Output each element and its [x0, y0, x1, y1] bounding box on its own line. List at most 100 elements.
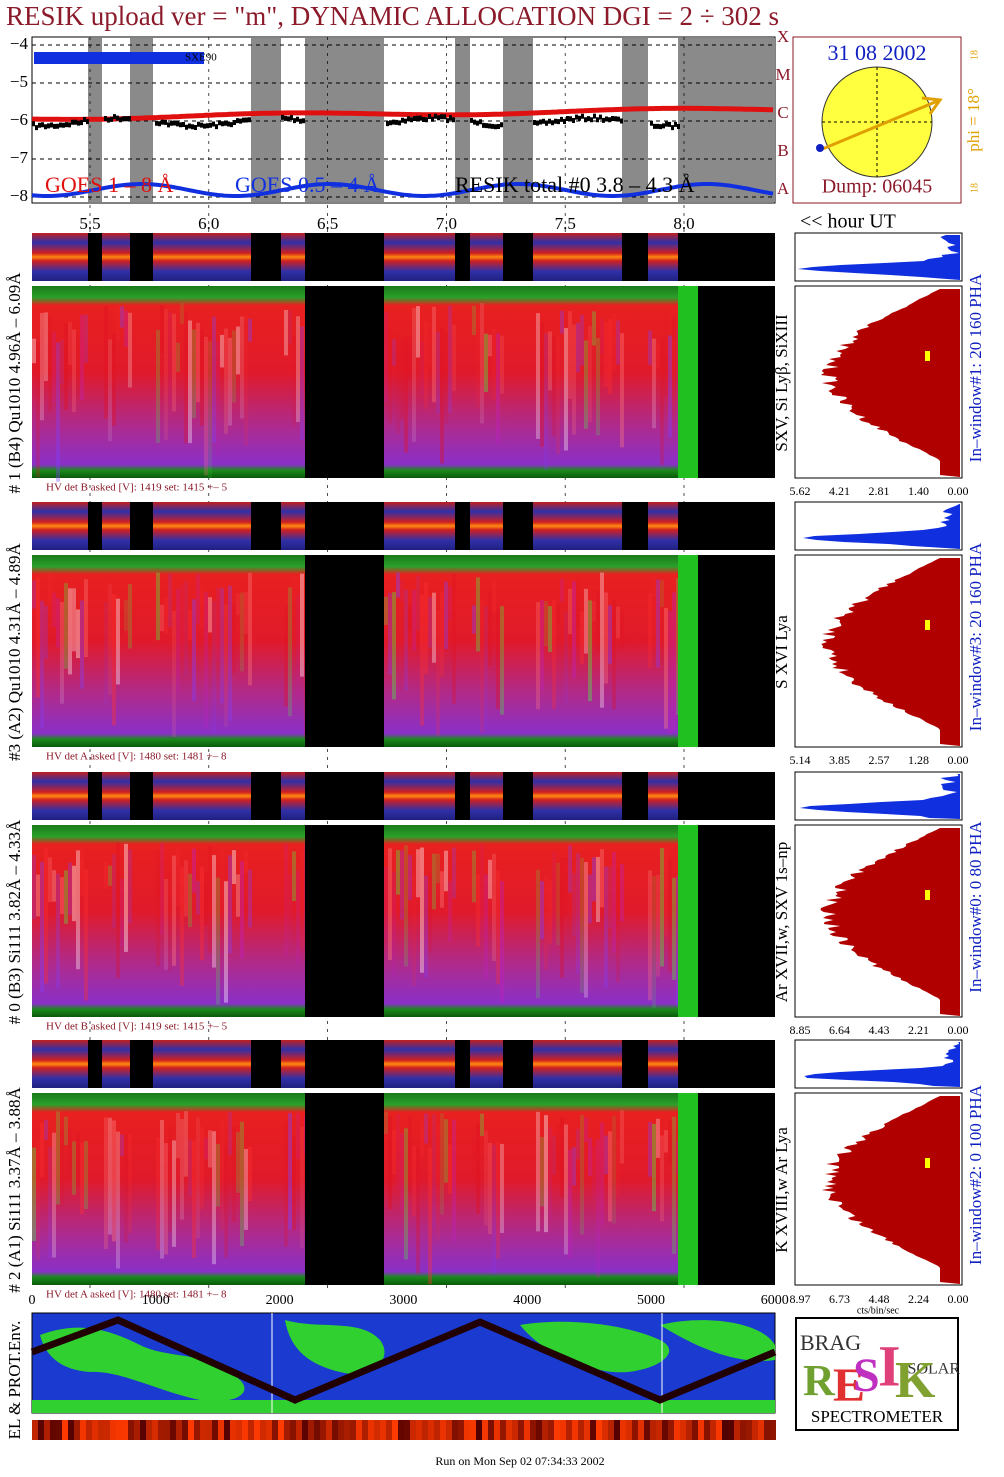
spectrum-stripe	[572, 1147, 576, 1186]
spectrum-stripe	[592, 1146, 596, 1200]
spectrum-stripe	[32, 580, 36, 609]
strip-cell	[422, 1420, 428, 1440]
spectrum-stripe	[212, 1131, 216, 1265]
strip-cell	[80, 1420, 86, 1440]
spectrum-stripe	[84, 869, 88, 1001]
strip-cell	[512, 1420, 518, 1440]
rate-band	[32, 1040, 775, 1088]
spectrum-stripe	[664, 847, 668, 937]
spectrum-stripe	[480, 598, 484, 733]
spectrum-stripe	[112, 594, 116, 726]
spectrum-stripe	[440, 327, 444, 464]
spectrum-stripe	[588, 874, 592, 924]
marker-bar	[34, 52, 204, 64]
rate-band	[32, 233, 775, 281]
resik-curve	[32, 113, 680, 131]
marker-label: SXE90	[185, 52, 217, 64]
spectrum-histogram	[820, 828, 960, 1016]
spectrum-stripe	[232, 605, 236, 674]
spectrum-stripe	[116, 1131, 120, 1269]
spectrum-stripe	[556, 1124, 560, 1171]
strip-cell	[320, 1420, 326, 1440]
spectrum-stripe	[424, 321, 428, 409]
spectrum-stripe	[436, 610, 440, 736]
spectrum-stripe	[668, 860, 672, 973]
spectrum-stripe	[56, 342, 60, 482]
spectrum-stripe	[568, 845, 572, 893]
strip-cell	[758, 1420, 764, 1440]
data-gap	[622, 772, 648, 820]
spectrum-stripe	[544, 875, 548, 971]
spectrum-stripe	[416, 1148, 420, 1274]
class-label: B	[777, 141, 788, 160]
spectrum-stripe	[168, 573, 172, 627]
spectrum-stripe	[600, 849, 604, 908]
arrow-head	[921, 96, 943, 115]
spectrum-stripe	[76, 333, 80, 397]
spectrum-stripe	[404, 337, 408, 453]
spectrum-stripe	[596, 1139, 600, 1278]
hist-tick-label: 4.48	[869, 1292, 890, 1306]
spectrum-stripe	[40, 312, 44, 421]
logo-letter: I	[878, 1333, 901, 1398]
spectrum-stripe	[56, 1111, 60, 1205]
strip-cell	[518, 1420, 524, 1440]
hist-tick-label: 2.24	[908, 1292, 929, 1306]
spectrum-stripe	[572, 873, 576, 936]
strip-cell	[128, 1420, 134, 1440]
spectrum-stripe	[84, 579, 88, 658]
spectrum-stripe	[668, 335, 672, 438]
data-gap	[622, 1040, 648, 1088]
dump-label: Dump: 06045	[822, 176, 933, 198]
spectrum-stripe	[200, 1126, 204, 1209]
data-gap	[305, 555, 384, 747]
strip-cell	[338, 1420, 344, 1440]
data-gap	[88, 233, 102, 281]
spectrum-stripe	[292, 1136, 296, 1230]
spectrum-stripe	[608, 319, 612, 395]
strip-cell	[524, 1420, 530, 1440]
logo-text: SPECTROMETER	[811, 1407, 944, 1426]
spectrum-stripe	[208, 341, 212, 479]
logo-letter: K	[895, 1352, 936, 1409]
window-label: In–window#3: 20 160 PHA	[966, 542, 985, 731]
spectrum-stripe	[580, 1114, 584, 1235]
spectrum-stripe	[540, 880, 544, 940]
strip-cell	[122, 1420, 128, 1440]
strip-cell	[104, 1420, 110, 1440]
spectrum-stripe	[428, 596, 432, 648]
spectrum-stripe	[552, 600, 556, 709]
spectrum-stripe	[52, 870, 56, 902]
spectrum-stripe	[200, 585, 204, 630]
spectrum-stripe	[200, 329, 204, 426]
hist-tick-label: 5.14	[790, 753, 811, 767]
spectrum-stripe	[240, 592, 244, 672]
spectrum-stripe	[40, 861, 44, 993]
hist-tick-label: 3.85	[829, 753, 850, 767]
x-tick-label: 7.5	[555, 214, 576, 233]
spectrum-stripe	[536, 869, 540, 999]
spectrum-stripe	[228, 1112, 232, 1156]
logo-letter: E	[833, 1359, 865, 1412]
spectrum-stripe	[216, 341, 220, 456]
spectrum-stripe	[476, 311, 480, 408]
spectrum-stripe	[52, 592, 56, 627]
spectrum-stripe	[128, 312, 132, 388]
spectrum-stripe	[216, 587, 220, 661]
spectrum-stripe	[384, 311, 388, 402]
data-gap	[305, 772, 384, 820]
strip-cell	[230, 1420, 236, 1440]
spectrum-stripe	[408, 605, 412, 631]
spectrum-stripe	[424, 1113, 428, 1144]
spectrum-stripe	[664, 312, 668, 397]
detector-panel: HV det B asked [V]: 1419 set: 1415 +– 5 #…	[5, 771, 985, 1037]
spectrum-stripe	[432, 1113, 436, 1228]
spectrum-stripe	[672, 877, 676, 980]
strip-cell	[548, 1420, 554, 1440]
x-tick-label: 2000	[266, 1293, 294, 1308]
x-tick-label: 5.5	[79, 214, 100, 233]
spectrum-stripe	[76, 1131, 80, 1186]
spectrum-stripe	[160, 305, 164, 354]
spectrum-stripe	[652, 875, 656, 1009]
land	[40, 1327, 245, 1402]
